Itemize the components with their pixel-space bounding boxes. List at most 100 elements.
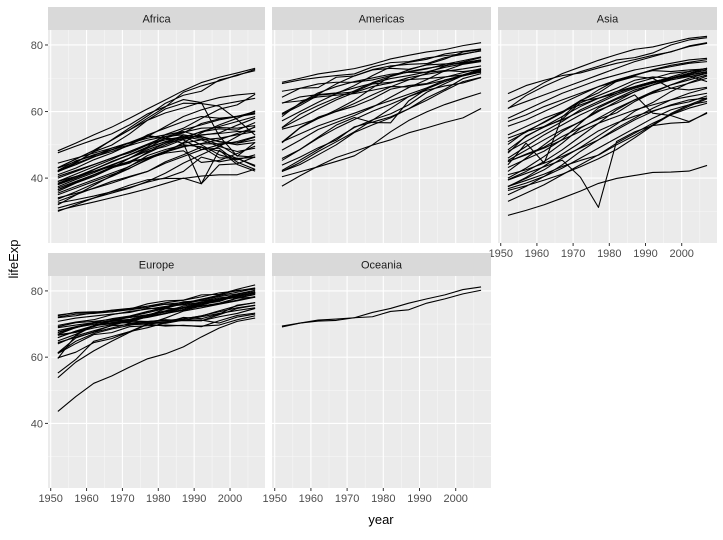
panel-background <box>272 276 491 488</box>
series-line <box>281 59 482 128</box>
x-tick-label: 2000 <box>669 248 693 260</box>
x-tick-label: 1970 <box>335 493 359 505</box>
series-line <box>57 135 256 185</box>
x-tick-label: 1990 <box>182 493 206 505</box>
series-line <box>281 289 482 327</box>
series-line <box>57 307 256 344</box>
series-line <box>507 61 708 123</box>
series-line <box>281 65 482 129</box>
series-line <box>57 292 256 328</box>
x-tick-label: 1970 <box>561 248 585 260</box>
series-line <box>507 95 708 188</box>
series-line <box>281 73 482 166</box>
x-tick-label: 1950 <box>488 248 512 260</box>
series-line <box>507 37 708 109</box>
x-tick-label: 1970 <box>110 493 134 505</box>
x-tick-label: 1980 <box>146 493 170 505</box>
series-line <box>57 315 256 354</box>
series-line <box>507 68 708 145</box>
series-line <box>57 156 256 211</box>
series-line <box>507 72 708 181</box>
series-line <box>57 130 256 164</box>
y-tick-label: 60 <box>31 352 43 364</box>
series-line <box>281 68 482 171</box>
series-line <box>57 135 256 186</box>
y-tick-label: 40 <box>31 173 43 185</box>
series-line <box>507 97 708 187</box>
y-tick-label: 60 <box>31 107 43 119</box>
series-line <box>57 317 256 412</box>
series-line <box>507 57 708 119</box>
series-line <box>57 284 256 317</box>
x-tick-label: 2000 <box>218 493 242 505</box>
facet-label: Africa <box>142 14 171 26</box>
x-tick-label: 1980 <box>597 248 621 260</box>
series-line <box>281 108 482 187</box>
series-line <box>507 75 708 187</box>
series-line <box>507 87 708 196</box>
series-line <box>507 67 708 166</box>
facet-strip <box>272 7 491 30</box>
series-line <box>281 76 482 172</box>
y-tick-label: 40 <box>31 418 43 430</box>
series-line <box>57 92 256 169</box>
x-tick-label: 1960 <box>299 493 323 505</box>
facet-label: Oceania <box>361 260 403 272</box>
x-tick-label: 2000 <box>443 493 467 505</box>
series-line <box>507 71 708 152</box>
series-line <box>281 68 482 116</box>
series-line <box>507 76 708 127</box>
series-line <box>281 61 482 151</box>
x-tick-label: 1980 <box>371 493 395 505</box>
series-line <box>57 97 256 176</box>
x-tick-label: 1960 <box>525 248 549 260</box>
x-tick-label: 1990 <box>633 248 657 260</box>
facet-label: Asia <box>597 14 619 26</box>
series-line <box>57 144 256 194</box>
series-line <box>507 98 708 191</box>
series-line <box>57 135 256 202</box>
x-tick-label: 1960 <box>74 493 98 505</box>
facet-label: Americas <box>359 14 405 26</box>
series-line <box>507 35 708 103</box>
series-line <box>57 292 256 342</box>
series-line <box>281 50 482 115</box>
series-line <box>57 111 256 192</box>
x-tick-label: 1950 <box>262 493 286 505</box>
series-line <box>57 287 256 319</box>
series-line <box>507 42 708 109</box>
series-line <box>507 77 708 179</box>
series-line <box>281 286 482 328</box>
series-line <box>57 124 256 182</box>
series-line <box>507 164 708 216</box>
x-axis-title: year <box>368 512 394 527</box>
series-line <box>281 50 482 85</box>
series-line <box>57 67 256 152</box>
facet-strip <box>48 253 265 276</box>
y-tick-label: 80 <box>31 40 43 52</box>
panel-background <box>498 30 717 243</box>
facet-strip <box>272 253 491 276</box>
series-line <box>281 42 482 83</box>
facet-strip <box>498 7 717 30</box>
facet-label: Europe <box>139 260 174 272</box>
series-line <box>57 156 256 204</box>
facet-strip <box>48 7 265 30</box>
series-line <box>281 77 482 172</box>
series-line <box>507 102 708 202</box>
y-axis-title: lifeExp <box>6 239 21 278</box>
series-line <box>57 116 256 189</box>
series-line <box>57 292 256 326</box>
series-line <box>281 56 482 92</box>
series-line <box>57 296 256 359</box>
series-line <box>281 48 482 122</box>
series-line <box>281 70 482 159</box>
series-line <box>57 130 256 196</box>
x-tick-label: 1990 <box>407 493 431 505</box>
series-line <box>57 296 256 329</box>
series-line <box>57 289 256 316</box>
y-tick-label: 80 <box>31 286 43 298</box>
x-tick-label: 1950 <box>38 493 62 505</box>
